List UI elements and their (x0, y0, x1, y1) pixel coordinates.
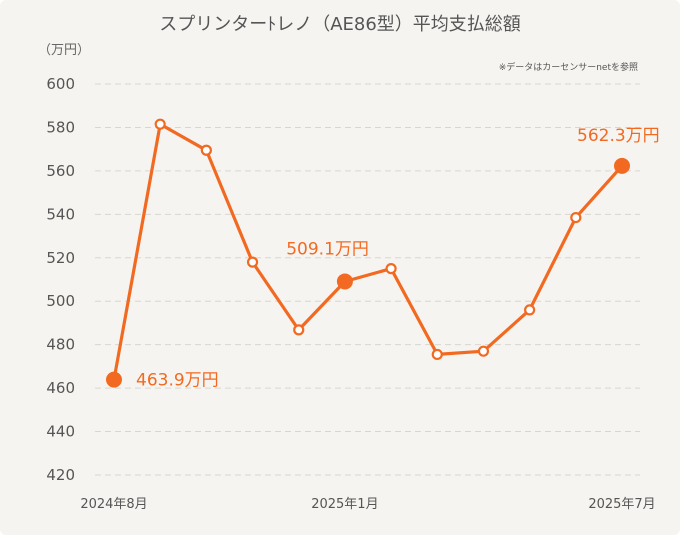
highlight-point (106, 371, 122, 388)
data-labels: 463.9万円 509.1万円 562.3万円 (136, 126, 660, 391)
y-tick-label: 420 (46, 466, 75, 484)
data-label: 509.1万円 (286, 239, 369, 259)
data-label: 562.3万円 (577, 126, 660, 146)
data-point (154, 118, 166, 130)
highlight-point (614, 157, 630, 174)
data-point (293, 324, 305, 336)
x-axis-ticks: 2024年8月 2025年1月 2025年7月 (80, 497, 655, 512)
data-label: 463.9万円 (136, 371, 219, 391)
data-point (570, 211, 582, 224)
data-point (477, 345, 490, 357)
y-axis-unit-label: （万円） (38, 43, 90, 58)
data-point (200, 144, 212, 156)
y-tick-label: 520 (46, 249, 75, 267)
y-tick-label: 460 (46, 379, 75, 397)
y-tick-label: 480 (46, 336, 75, 354)
y-tick-label: 500 (46, 292, 75, 310)
data-point (524, 304, 536, 316)
x-tick-label: 2025年7月 (588, 497, 655, 512)
data-point (246, 256, 259, 268)
x-tick-label: 2025年1月 (311, 497, 378, 512)
y-tick-label: 600 (46, 75, 75, 93)
y-tick-label: 580 (46, 118, 75, 136)
x-tick-label: 2024年8月 (80, 497, 147, 512)
y-tick-label: 560 (46, 162, 75, 180)
series-line (112, 122, 624, 382)
y-axis-ticks: 420 440 460 480 500 520 540 560 580 600 (46, 75, 75, 484)
grid-layer (95, 83, 640, 476)
highlight-point (336, 273, 353, 290)
series-layer (106, 118, 630, 388)
source-note: ※データはカーセンサーnetを参照 (499, 61, 638, 73)
y-tick-label: 540 (46, 205, 75, 223)
chart-title: スプリンターﾄレノ（AE86型）平均支払総額 (159, 14, 521, 35)
data-point (431, 348, 443, 361)
data-point (385, 263, 397, 275)
y-tick-label: 440 (46, 423, 75, 441)
